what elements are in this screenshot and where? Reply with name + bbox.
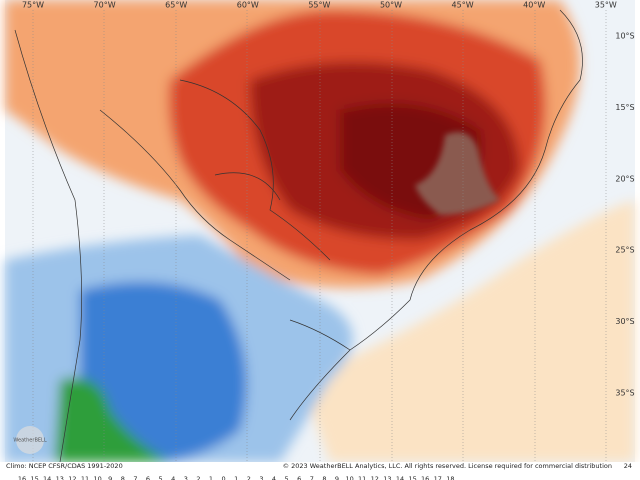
- colorbar-labels: 16 15 14 13 12 11 10 9 8 7 6 5 4 3 2 1 0 1 2 3 4 5 6 7 8 9 10 11 12 1…: [18, 475, 455, 480]
- colorbar-label: 12: [371, 475, 379, 480]
- longitude-label: 70°W: [94, 1, 116, 10]
- colorbar-label: 5: [285, 475, 289, 480]
- border: [289, 319, 351, 351]
- longitude-label: 55°W: [308, 1, 330, 10]
- colorbar-label: 6: [146, 475, 150, 480]
- colorbar-label: 15: [30, 475, 38, 480]
- frame-number: 24: [624, 462, 632, 470]
- colorbar-label: 1: [234, 475, 238, 480]
- colorbar-label: 1: [209, 475, 213, 480]
- colorbar-label: 8: [121, 475, 125, 480]
- borders: [14, 9, 583, 463]
- colorbar-label: 3: [184, 475, 188, 480]
- colorbar-label: 15: [408, 475, 416, 480]
- colorbar-label: 9: [108, 475, 112, 480]
- cold-area: [80, 282, 247, 462]
- climo-note: Climo: NCEP CFSR/CDAS 1991-2020: [6, 462, 123, 470]
- colorbar-label: 13: [383, 475, 391, 480]
- colorbar-label: 16: [421, 475, 429, 480]
- latitude-label: 30°S: [615, 317, 634, 326]
- colorbar-label: 7: [310, 475, 314, 480]
- longitude-label: 40°W: [523, 1, 545, 10]
- colorbar-label: 17: [434, 475, 442, 480]
- colorbar-label: 14: [396, 475, 404, 480]
- colorbar-label: 4: [171, 475, 175, 480]
- longitude-label: 45°W: [452, 1, 474, 10]
- longitude-label: 65°W: [165, 1, 187, 10]
- longitude-label: 35°W: [595, 1, 617, 10]
- very-cold-area: [55, 378, 170, 462]
- colorbar-label: 4: [272, 475, 276, 480]
- graticule: [32, 10, 607, 462]
- colorbar-label: 11: [81, 475, 89, 480]
- latitude-label: 20°S: [615, 174, 634, 183]
- colorbar-label: 12: [68, 475, 76, 480]
- latitude-labels: 10°S 15°S 20°S 25°S 30°S 35°S: [615, 32, 634, 398]
- latitude-label: 25°S: [615, 246, 634, 255]
- border: [179, 79, 331, 261]
- border: [214, 172, 281, 201]
- colorbar-label: 13: [56, 475, 64, 480]
- colorbar-label: 5: [159, 475, 163, 480]
- latitude-label: 35°S: [615, 389, 634, 398]
- colorbar-label: 9: [335, 475, 339, 480]
- colorbar-label: 7: [133, 475, 137, 480]
- logo-badge: [16, 426, 44, 454]
- longitude-labels: 75°W 70°W 65°W 60°W 55°W 50°W 45°W 40°W 35°W: [22, 1, 617, 10]
- warm-weak: [300, 200, 635, 462]
- longitude-label: 75°W: [22, 1, 44, 10]
- logo: WeatherBELL: [13, 438, 46, 444]
- anomaly-field: [5, 0, 635, 462]
- coastline-west: [14, 29, 83, 463]
- colorbar-label: 18: [446, 475, 454, 480]
- colorbar-label: 14: [43, 475, 51, 480]
- footer: [0, 462, 640, 480]
- colorbar-label: 3: [259, 475, 263, 480]
- peak-area: [415, 132, 500, 215]
- border: [99, 109, 291, 281]
- colorbar-label: 2: [196, 475, 200, 480]
- colorbar-label: 11: [358, 475, 366, 480]
- colorbar-label: 2: [247, 475, 251, 480]
- colorbar-label: 10: [345, 475, 353, 480]
- latitude-label: 10°S: [615, 32, 634, 41]
- colorbar-label: 10: [93, 475, 101, 480]
- colorbar-label: 0: [222, 475, 226, 480]
- longitude-label: 60°W: [237, 1, 259, 10]
- latitude-label: 15°S: [615, 103, 634, 112]
- colorbar-label: 8: [322, 475, 326, 480]
- colorbar-label: 6: [297, 475, 301, 480]
- copyright: © 2023 WeatherBELL Analytics, LLC. All r…: [283, 462, 612, 470]
- longitude-label: 50°W: [380, 1, 402, 10]
- colorbar-label: 16: [18, 475, 26, 480]
